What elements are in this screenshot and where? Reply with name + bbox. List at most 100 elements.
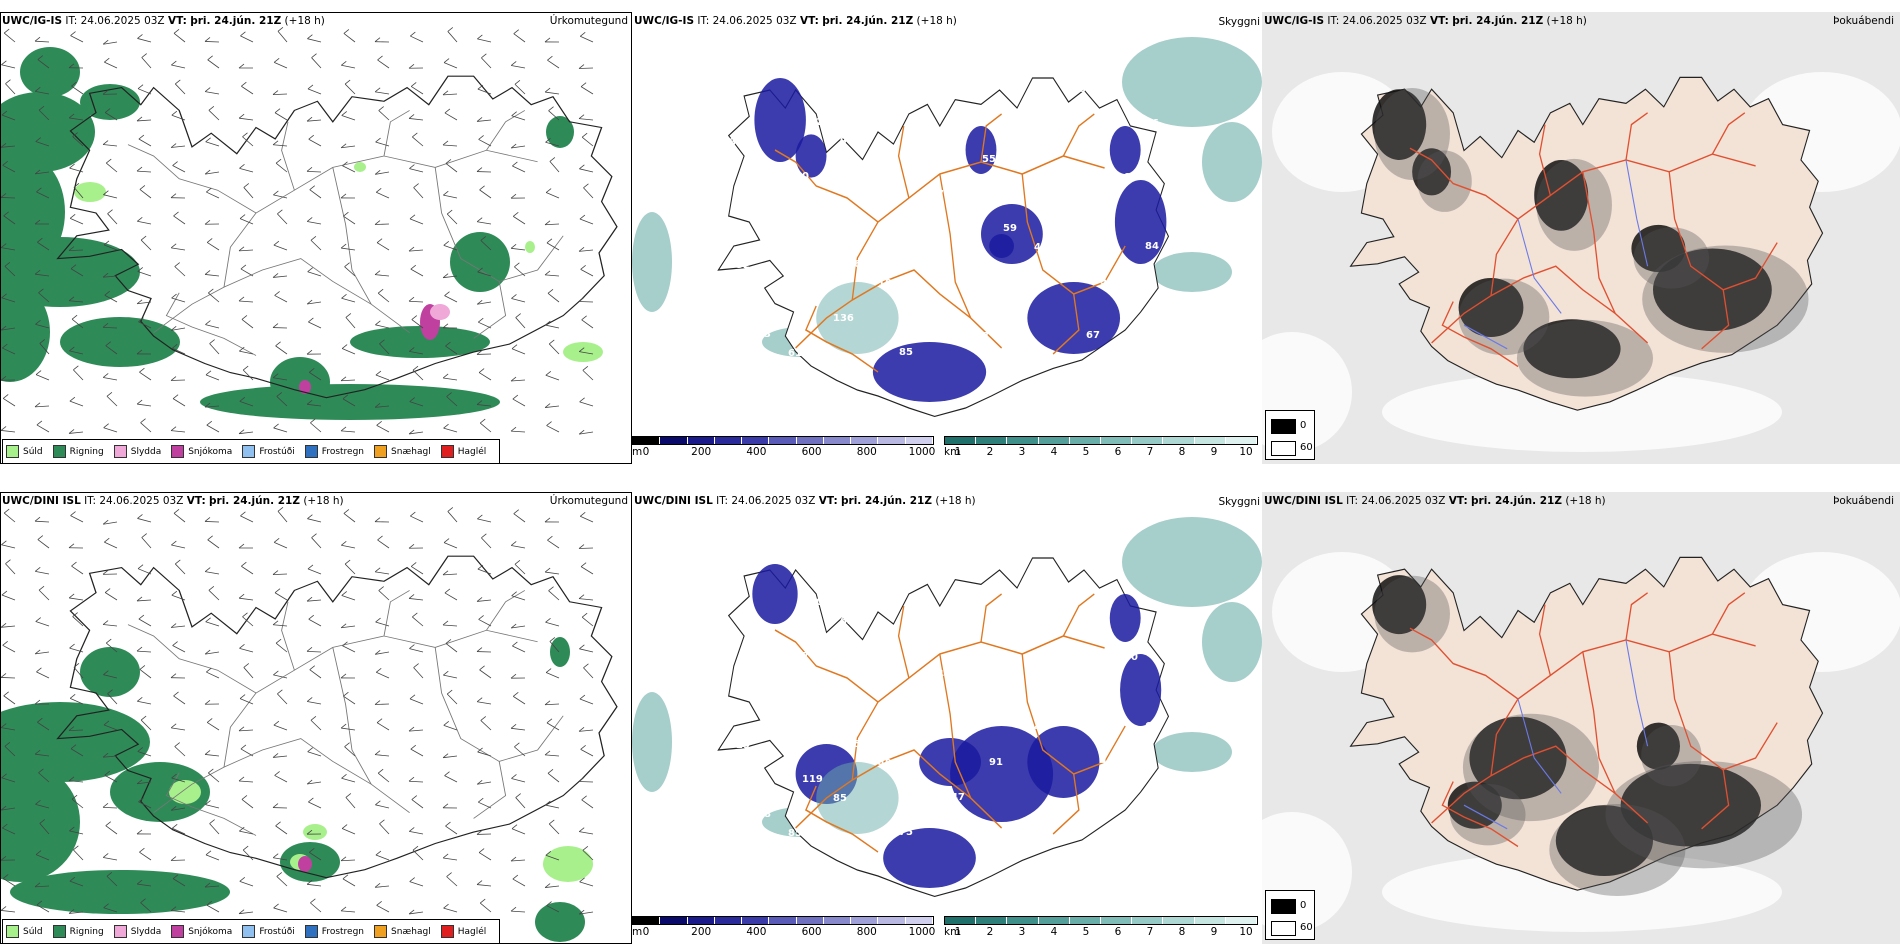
colorbar-tick: 800 bbox=[856, 926, 877, 938]
colorbar-tick: 9 bbox=[1210, 446, 1218, 458]
colorbar-tick: 6 bbox=[1114, 926, 1122, 938]
cloud-base-label: 77 bbox=[989, 277, 1003, 288]
cloud-base-label: 76 bbox=[906, 650, 920, 661]
legend-label: Frostúði bbox=[259, 926, 295, 937]
colorbar-tick: 200 bbox=[691, 446, 712, 458]
cloud-base-label: 87 bbox=[743, 563, 757, 574]
cloud-base-label: 62 bbox=[982, 634, 996, 645]
colorbar-tick: 6 bbox=[1114, 446, 1122, 458]
cloud-base-label: 74 bbox=[750, 686, 764, 697]
cloud-visibility-panel-row1: UWC/IG-IS IT: 24.06.2025 03Z VT: þri. 24… bbox=[632, 12, 1262, 464]
legend-label: Haglél bbox=[457, 446, 487, 457]
colorbar-tick: 600 bbox=[801, 446, 822, 458]
model-name: UWC/IG-IS bbox=[2, 15, 63, 27]
legend-item: Snjókoma bbox=[171, 445, 232, 458]
cloud-base-label: 67 bbox=[1086, 330, 1100, 341]
cloud-base-label: 14 bbox=[944, 312, 958, 323]
colorbar-tick: 0 bbox=[642, 926, 650, 938]
legend-label: Frostregn bbox=[321, 926, 365, 937]
cloud-base-label: 286 bbox=[1138, 118, 1159, 129]
cloud-base-label: 132 bbox=[1027, 599, 1048, 610]
cloud-base-label: 10 bbox=[1072, 84, 1086, 95]
legend-item: Frostregn bbox=[304, 925, 365, 938]
legend-swatch bbox=[113, 445, 127, 458]
legend-item: Súld bbox=[6, 925, 43, 938]
cloud-base-label: 98 bbox=[750, 206, 764, 217]
legend-label: Rigning bbox=[69, 446, 104, 457]
visibility-colorbar: km 1 2 3 4 5 6 7 8 9 10 bbox=[944, 436, 1258, 459]
panel-header: UWC/DINI ISL IT: 24.06.2025 03Z VT: þri.… bbox=[1264, 495, 1606, 507]
colorbar-tick: 400 bbox=[746, 926, 767, 938]
cloud-base-label: 29 bbox=[736, 740, 750, 751]
colorbar-tick: 3 bbox=[1018, 446, 1026, 458]
legend-label: Snæhagl bbox=[391, 926, 431, 937]
colorbar-tick: 3 bbox=[1018, 926, 1026, 938]
legend-item: Rigning bbox=[52, 925, 104, 938]
legend-item: Haglél bbox=[440, 925, 487, 938]
panel-title: Úrkomutegund bbox=[549, 495, 628, 507]
colorbar-tick: 8 bbox=[1178, 926, 1186, 938]
cloud-base-label: 157 bbox=[1048, 668, 1069, 679]
visibility-colorbar: km 1 2 3 4 5 6 7 8 9 10 bbox=[944, 916, 1258, 939]
legend-item: Slydda bbox=[113, 925, 162, 938]
legend-label: Snæhagl bbox=[391, 446, 431, 457]
legend-item: Snæhagl bbox=[374, 445, 431, 458]
colorbar-tick: 10 bbox=[1239, 926, 1253, 938]
panel-header: UWC/IG-IS IT: 24.06.2025 03Z VT: þri. 24… bbox=[1264, 15, 1587, 27]
cloud-base-label: 91 bbox=[802, 294, 816, 305]
cloud-base-label: 96 bbox=[1086, 810, 1100, 821]
cloud-base-label: 79 bbox=[885, 101, 899, 112]
cloud-base-label: 64 bbox=[1138, 598, 1152, 609]
cloud-base-label: 33 bbox=[1041, 65, 1055, 76]
fog-legend-swatch bbox=[1271, 441, 1296, 456]
cloud-base-label: 03 bbox=[757, 329, 771, 340]
legend-swatch bbox=[52, 925, 66, 938]
fog-map bbox=[1262, 12, 1900, 464]
colorbar-tick: 4 bbox=[1050, 446, 1058, 458]
fog-legend-swatch bbox=[1271, 419, 1296, 434]
legend-item: Slydda bbox=[113, 445, 161, 458]
legend-label: Slydda bbox=[130, 926, 162, 937]
legend-swatch bbox=[171, 445, 185, 458]
legend-item: Snjókoma bbox=[171, 925, 232, 938]
cloud-base-label: 74 bbox=[951, 135, 965, 146]
precip-map bbox=[0, 506, 618, 942]
cloud-base-label: 119 bbox=[802, 774, 823, 785]
fog-legend-swatch bbox=[1271, 921, 1296, 936]
legend-label: Súld bbox=[23, 926, 43, 937]
legend-swatch bbox=[374, 925, 388, 938]
legend-swatch bbox=[304, 925, 318, 938]
colorbar-tick: 8 bbox=[1178, 446, 1186, 458]
fog-legend: 0 60 bbox=[1265, 890, 1315, 940]
cloud-base-label: 53 bbox=[743, 83, 757, 94]
colorbar-tick: 1000 bbox=[908, 446, 936, 458]
colorbar-unit: km bbox=[944, 926, 961, 938]
legend-label: Snjókoma bbox=[188, 446, 233, 457]
cloud-visibility-panel-row2: UWC/DINI ISL IT: 24.06.2025 03Z VT: þri.… bbox=[632, 492, 1262, 944]
legend-swatch bbox=[6, 445, 19, 458]
cloud-base-label: 80 bbox=[795, 171, 809, 182]
cloud-base-label: 59 bbox=[1003, 223, 1017, 234]
cloud-base-label: 59 bbox=[892, 224, 906, 235]
legend-label: Haglél bbox=[457, 926, 487, 937]
legend-label: Frostregn bbox=[321, 446, 365, 457]
colorbar-tick: 400 bbox=[746, 446, 767, 458]
precip-map bbox=[0, 26, 618, 435]
cloud-base-label: 55 bbox=[847, 739, 861, 750]
cloud-base-label: 85 bbox=[1124, 172, 1138, 183]
legend-item: Frostúði bbox=[242, 445, 295, 458]
panel-title: Þokuábendi bbox=[1833, 495, 1894, 507]
cloud-base-label: 65 bbox=[930, 66, 944, 77]
cloud-base-label: 61 bbox=[788, 348, 802, 359]
legend-swatch bbox=[6, 925, 19, 938]
legend-swatch bbox=[242, 925, 256, 938]
colorbar-tick: 5 bbox=[1082, 926, 1090, 938]
fog-map bbox=[1262, 492, 1900, 944]
cloud-base-label: 33 bbox=[1003, 703, 1017, 714]
cloud-base-label: 88 bbox=[757, 809, 771, 820]
colorbar-tick: 10 bbox=[1239, 446, 1253, 458]
cloud-base-label: 32 bbox=[736, 260, 750, 271]
cloud-base-label: 44 bbox=[1100, 756, 1114, 767]
legend-label: Frostúði bbox=[259, 446, 295, 457]
colorbar-tick: 7 bbox=[1146, 926, 1154, 938]
